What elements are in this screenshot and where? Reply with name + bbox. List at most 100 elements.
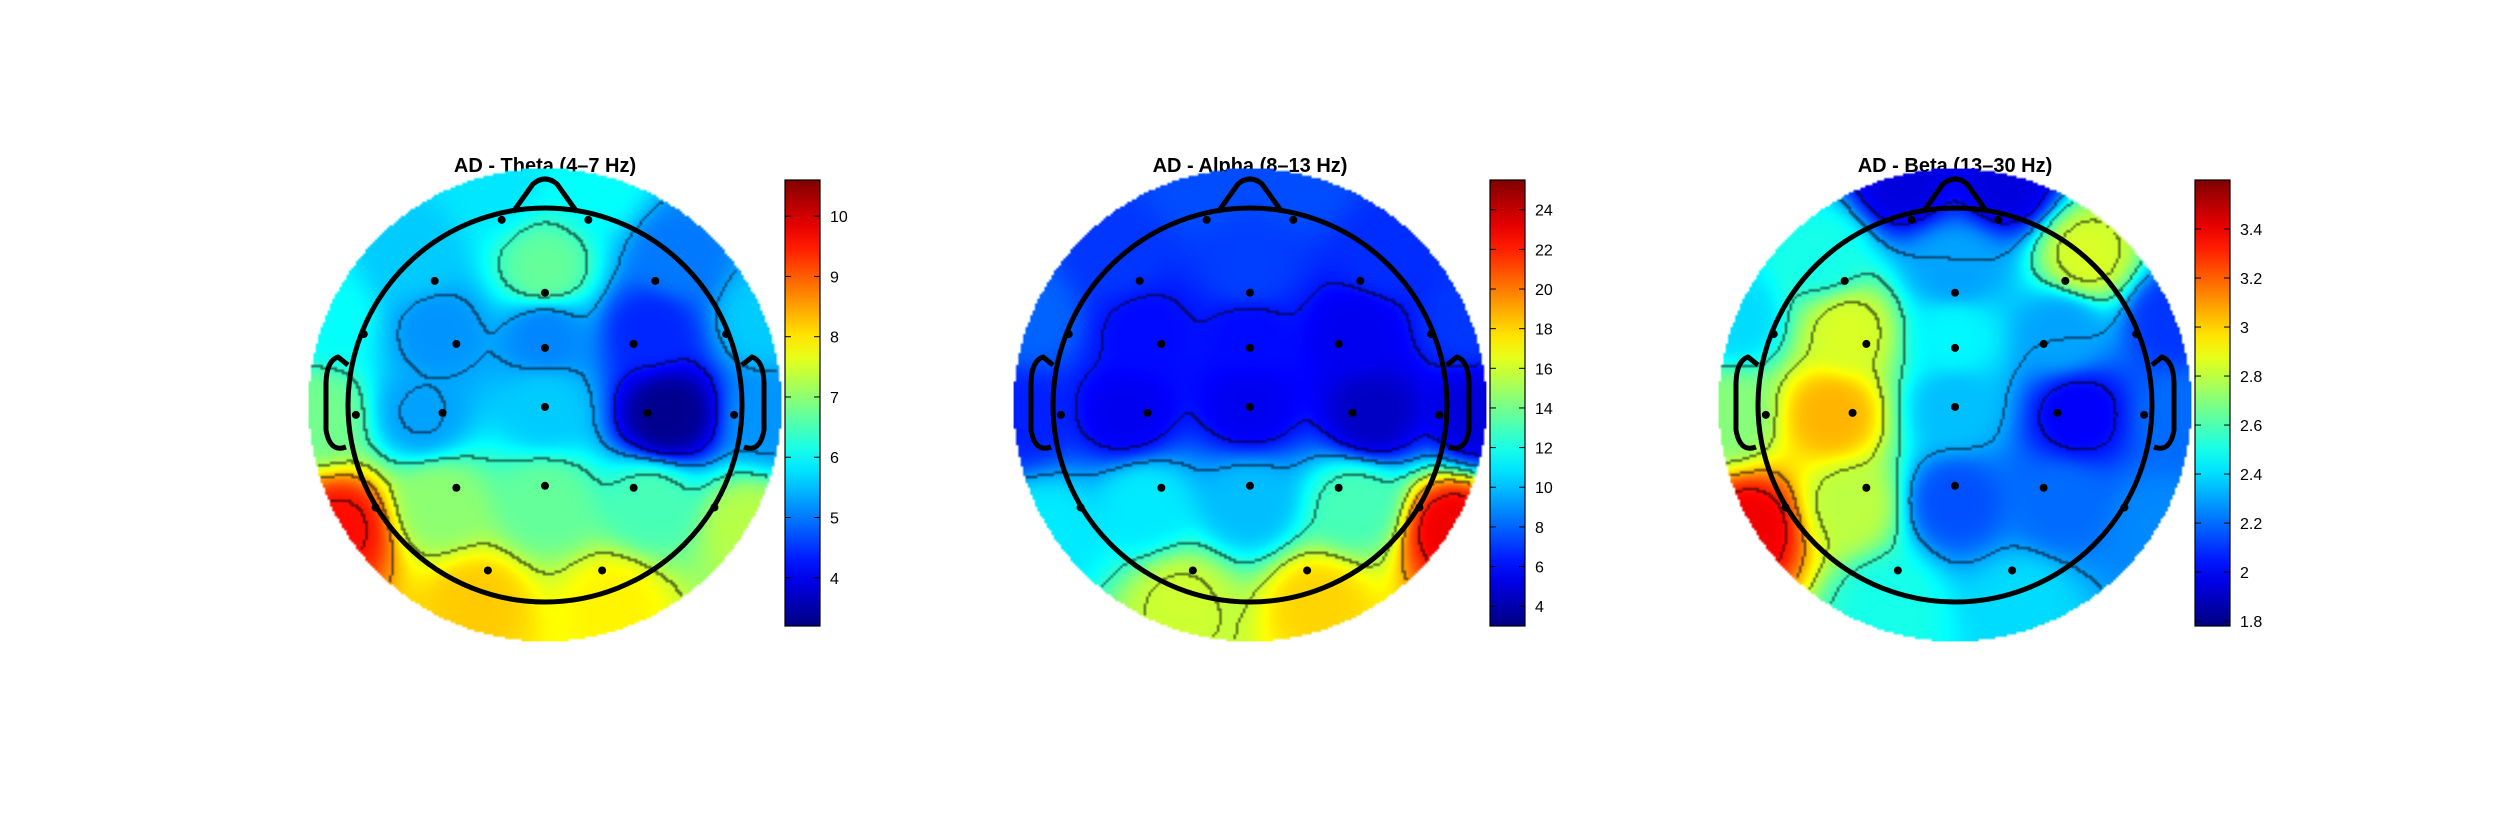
electrode-marker xyxy=(1157,483,1166,492)
electrode-marker xyxy=(2039,339,2048,348)
colorbar-tick-label: 22 xyxy=(1535,242,1553,259)
electrode-marker xyxy=(643,408,652,417)
colorbar: 10 9 8 7 6 5 4 xyxy=(784,179,848,627)
electrode-marker xyxy=(1781,503,1790,512)
electrode-marker xyxy=(584,215,593,224)
head-outline xyxy=(1050,205,1450,605)
colorbar-tick-label: 18 xyxy=(1535,322,1553,339)
electrode-marker xyxy=(2061,276,2070,285)
colorbar-tick-label: 24 xyxy=(1535,203,1553,220)
colorbar-tick-label: 3.2 xyxy=(2240,271,2262,288)
colorbar: 24 22 20 18 16 14 12 10 8 6 4 xyxy=(1489,179,1553,627)
colorbar-tick-label: 12 xyxy=(1535,441,1553,458)
electrode-marker xyxy=(2132,330,2141,339)
electrode-marker xyxy=(438,408,447,417)
electrode-marker xyxy=(1951,481,1959,490)
electrode-marker xyxy=(1303,566,1312,575)
electrode-marker xyxy=(1415,503,1424,512)
electrode-marker xyxy=(1951,288,1959,297)
electrode-marker xyxy=(1202,215,1211,224)
electrode-marker xyxy=(541,288,549,297)
colorbar-tick-label: 3 xyxy=(2240,320,2249,337)
colorbar-tick-label: 2.2 xyxy=(2240,516,2262,533)
electrode-marker xyxy=(598,566,607,575)
electrode-marker xyxy=(452,483,461,492)
nose-outline xyxy=(1920,176,1990,214)
nose-outline xyxy=(1215,176,1285,214)
colorbar-tick-label: 10 xyxy=(1535,480,1553,497)
head-outline xyxy=(1755,205,2155,605)
right-ear-outline xyxy=(2150,354,2177,451)
colorbar-tick-label: 8 xyxy=(1535,520,1544,537)
colorbar-gradient xyxy=(2194,179,2231,627)
electrode-marker xyxy=(541,343,549,352)
topoplot-panel-3: AD - Beta (13–30 Hz)3.43.232.82.62.42.22… xyxy=(1718,155,2262,642)
electrode-marker xyxy=(1064,330,1073,339)
electrode-marker xyxy=(722,330,731,339)
electrode-marker xyxy=(1994,215,2003,224)
electrode-marker xyxy=(1769,330,1778,339)
electrode-marker xyxy=(541,481,549,490)
electrode-marker xyxy=(1056,410,1065,419)
colorbar-tick-label: 2.4 xyxy=(2240,467,2262,484)
colorbar-tick-label: 2.8 xyxy=(2240,369,2262,386)
electrode-marker xyxy=(1246,288,1254,297)
right-ear-outline xyxy=(740,354,767,451)
electrode-marker xyxy=(1907,215,1916,224)
electrode-marker xyxy=(2120,503,2129,512)
electrode-marker xyxy=(1761,410,1770,419)
electrode-marker xyxy=(351,410,360,419)
colorbar-tick-label: 2.6 xyxy=(2240,418,2262,435)
colorbar-tick-label: 7 xyxy=(830,390,839,407)
electrode-marker xyxy=(1157,339,1166,348)
electrode-marker xyxy=(629,339,638,348)
electrode-marker xyxy=(629,483,638,492)
electrode-marker xyxy=(651,276,660,285)
electrode-marker xyxy=(1289,215,1298,224)
electrode-marker xyxy=(371,503,380,512)
left-ear-outline xyxy=(1733,354,1760,451)
colorbar-gradient xyxy=(1489,179,1526,627)
colorbar-tick-label: 10 xyxy=(830,209,848,226)
electrode-marker xyxy=(1848,408,1857,417)
electrode-marker xyxy=(1188,566,1197,575)
colorbar-tick-label: 4 xyxy=(1535,599,1544,616)
electrode-marker xyxy=(1143,408,1152,417)
colorbar-gradient xyxy=(784,179,821,627)
electrode-marker xyxy=(1435,410,1444,419)
electrode-marker xyxy=(2053,408,2062,417)
colorbar-tick-label: 2 xyxy=(2240,565,2249,582)
electrode-marker xyxy=(1348,408,1357,417)
electrode-marker xyxy=(1334,339,1343,348)
electrode-marker xyxy=(1356,276,1365,285)
electrode-marker xyxy=(1951,402,1959,411)
electrode-marker xyxy=(710,503,719,512)
electrode-marker xyxy=(1246,343,1254,352)
electrode-marker xyxy=(1840,276,1849,285)
colorbar-tick-label: 14 xyxy=(1535,401,1553,418)
electrode-marker xyxy=(430,276,439,285)
colorbar: 3.4 3.2 3 2.8 2.6 2.4 2.2 2 1.8 xyxy=(2194,179,2262,631)
head-outline xyxy=(345,205,745,605)
colorbar-tick-label: 9 xyxy=(830,269,839,286)
colorbar-tick-label: 5 xyxy=(830,511,839,528)
colorbar-tick-label: 8 xyxy=(830,330,839,347)
colorbar-tick-label: 6 xyxy=(830,450,839,467)
left-ear-outline xyxy=(1028,354,1055,451)
electrode-marker xyxy=(1893,566,1902,575)
electrode-marker xyxy=(1951,343,1959,352)
colorbar-tick-label: 20 xyxy=(1535,282,1553,299)
colorbar-tick-label: 6 xyxy=(1535,560,1544,577)
electrode-marker xyxy=(359,330,368,339)
electrode-marker xyxy=(1135,276,1144,285)
electrode-marker xyxy=(452,339,461,348)
electrode-marker xyxy=(1076,503,1085,512)
colorbar-tick-label: 4 xyxy=(830,571,839,588)
electrode-marker xyxy=(497,215,506,224)
electrode-marker xyxy=(1862,483,1871,492)
electrode-marker xyxy=(1246,481,1254,490)
